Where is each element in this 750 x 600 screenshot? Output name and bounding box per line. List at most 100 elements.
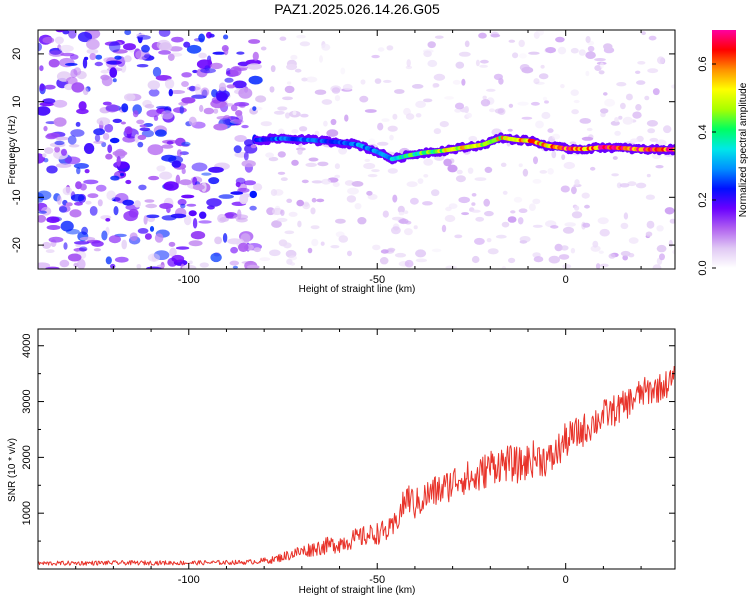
spectrogram-noise-blob (277, 106, 288, 111)
spectrogram-noise-blob (403, 210, 409, 214)
spectrogram-noise-blob (377, 47, 385, 52)
spectrogram-noise-blob (245, 59, 262, 65)
spectrogram-noise-blob (614, 117, 619, 123)
spectrogram-noise-blob (139, 127, 151, 132)
spectrogram-noise-blob (672, 249, 675, 255)
spectrogram-noise-blob (83, 143, 95, 154)
spectrogram-noise-blob (305, 162, 318, 167)
spectrogram-noise-blob (598, 70, 605, 75)
spectrogram-noise-blob (161, 215, 177, 221)
x-tick-label: 0 (563, 274, 569, 286)
spectrogram-noise-blob (253, 247, 261, 253)
spectrogram-noise-blob (387, 168, 398, 174)
spectrogram-noise-blob (415, 258, 428, 263)
spectrogram-noise-blob (138, 184, 147, 191)
spectrogram-noise-blob (271, 207, 283, 216)
spectrogram-noise-blob (156, 39, 171, 51)
spectrogram-noise-blob (121, 239, 127, 250)
colorbar-label: Normalized spectral amplitude (738, 82, 749, 217)
spectrogram-noise-blob (81, 226, 88, 235)
spectrogram-noise-blob (616, 182, 622, 189)
spectrogram-noise-blob (132, 110, 139, 118)
spectrogram-noise-blob (622, 254, 628, 261)
spectrogram-noise-blob (551, 150, 557, 159)
spectrogram-noise-blob (585, 51, 596, 59)
spectrogram-noise-blob (116, 155, 121, 167)
spectrogram-noise-blob (645, 231, 653, 237)
spectrogram-noise-blob (233, 214, 249, 220)
spectrogram-noise-blob (411, 84, 424, 89)
spectrogram-noise-blob (397, 205, 405, 214)
spectrogram-noise-blob (671, 84, 675, 89)
spectrogram-noise-blob (277, 171, 286, 175)
spectrogram-noise-blob (417, 178, 424, 185)
spectrogram-noise-blob (179, 179, 192, 186)
snr-y-ticks: 1000 2000 3000 4000 (21, 334, 675, 542)
spectrogram-noise-blob (316, 198, 325, 203)
spectrogram-noise-blob (599, 62, 604, 69)
spectrogram-noise-blob (87, 193, 99, 199)
spectrogram-noise-blob (641, 31, 646, 36)
spectrogram-noise-blob (188, 240, 203, 247)
colorbar-tick-label: 0.0 (697, 260, 709, 275)
spectrogram-noise-blob (620, 250, 631, 257)
spectrogram-noise-blob (230, 104, 238, 112)
spectrogram-noise-blob (199, 211, 207, 219)
spectrogram-noise-blob (570, 47, 579, 54)
spectrogram-noise-blob (288, 255, 297, 261)
spectrogram-noise-blob (383, 79, 392, 83)
spectrogram-noise-blob (286, 198, 293, 203)
spectrogram-noise-blob (55, 30, 65, 33)
spectrogram-noise-blob (112, 150, 128, 157)
spectrogram-noise-blob (471, 255, 480, 264)
spectrogram-noise-blob (65, 202, 73, 207)
spectrogram-noise-blob (434, 35, 444, 39)
spectrogram-noise-blob (632, 111, 642, 119)
spectrogram-noise-blob (113, 206, 119, 216)
spectrogram-noise-blob (95, 54, 103, 60)
spectrogram-noise-blob (159, 171, 173, 180)
spectrogram-noise-blob (310, 225, 320, 230)
snr-y-axis-label: SNR (10 * v/v) (7, 438, 18, 502)
spectrogram-noise-blob (533, 256, 544, 263)
spectrogram-noise-blob (206, 198, 222, 207)
spectrogram-x-ticks: -100 -50 0 (37, 30, 642, 286)
spectrogram-noise-blob (45, 266, 60, 269)
spectrogram-noise-blob (570, 247, 576, 254)
spectrogram-noise-blob (61, 148, 67, 156)
spectrogram-noise-blob (637, 61, 646, 65)
spectrogram-noise-blob (241, 124, 249, 129)
spectrogram-noise-blob (649, 137, 659, 142)
spectrogram-noise-blob (79, 246, 88, 252)
spectrogram-noise-blob (586, 127, 593, 132)
spectrogram-noise-blob (364, 158, 371, 162)
spectrogram-noise-blob (67, 135, 77, 145)
spectrogram-noise-blob (635, 104, 642, 111)
spectrogram-noise-blob (84, 169, 90, 174)
spectrogram-noise-blob (285, 112, 290, 119)
snr-x-ticks: -100 -50 0 (37, 329, 642, 586)
spectrogram-noise-blob (657, 56, 665, 65)
spectrogram-noise-blob (164, 78, 175, 90)
spectrogram-noise-blob (191, 162, 208, 172)
spectrogram-noise-blob (332, 181, 340, 188)
spectrogram-noise-blob (104, 123, 114, 133)
spectrogram-noise-blob (391, 226, 401, 235)
spectrogram-noise-blob (587, 45, 595, 52)
spectrogram-noise-blob (194, 83, 202, 95)
spectrogram-noise-blob (300, 113, 309, 118)
spectrogram-noise-blob (627, 181, 637, 187)
spectrogram-noise-blob (46, 225, 61, 230)
spectrogram-noise-blob (656, 244, 667, 253)
spectrogram-noise-blob (558, 254, 570, 260)
spectrogram-noise-blob (141, 44, 150, 53)
y-tick-label: 0 (11, 146, 23, 152)
spectrogram-noise-blob (585, 36, 591, 43)
spectrogram-noise-blob (321, 178, 331, 185)
spectrogram-noise-blob (200, 87, 210, 97)
spectrogram-noise-blob (198, 220, 212, 224)
spectrogram-noise-blob (255, 95, 267, 103)
spectrogram-noise-blob (405, 113, 415, 120)
spectrogram-noise-blob (139, 124, 147, 128)
spectrogram-noise-blob (42, 36, 55, 44)
